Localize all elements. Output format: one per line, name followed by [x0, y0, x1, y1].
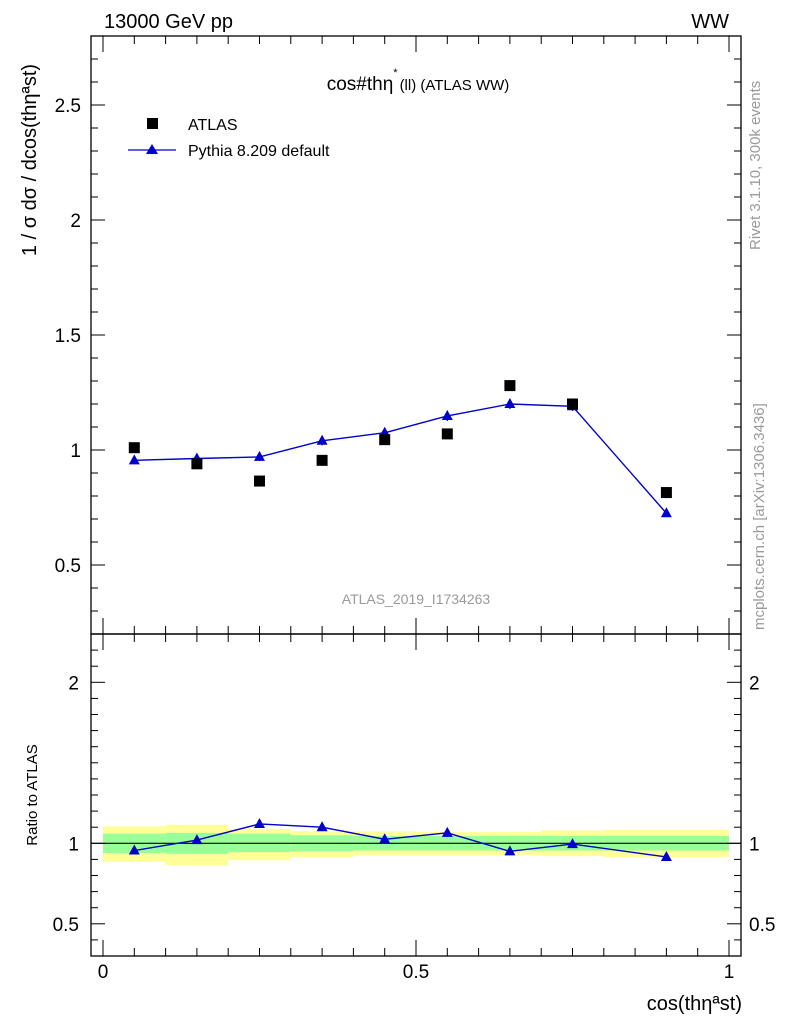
ratio-frame	[90, 633, 742, 957]
atlas-point	[128, 442, 140, 454]
main-panel: cos#thη*(ll) (ATLAS WW) 1 / σ dσ / dcos(…	[19, 35, 742, 635]
atlas-point	[660, 487, 672, 499]
ratio-pythia-point	[660, 850, 672, 861]
main-title: cos#thη*(ll) (ATLAS WW)	[327, 67, 510, 95]
legend-label-pythia: Pythia 8.209 default	[188, 143, 330, 160]
title-main: cos#thη	[327, 74, 394, 95]
atlas-point	[254, 475, 265, 487]
atlas-point	[504, 380, 516, 392]
ratio-xtick-label: 0.5	[403, 962, 429, 983]
header-left: 13000 GeV pp	[104, 11, 233, 33]
rivet-label: Rivet 3.1.10, 300k events	[747, 81, 764, 250]
pythia-point	[316, 434, 328, 445]
legend: ATLAS Pythia 8.209 default	[128, 117, 330, 160]
x-axis-label: cos(thηªst)	[647, 993, 742, 1015]
ratio-pythia-point	[316, 821, 328, 832]
pythia-point	[660, 507, 672, 518]
main-ylabel: 1 / σ dσ / dcos(thηªst)	[19, 64, 41, 256]
pythia-point	[441, 409, 453, 420]
main-ytick-label: 0.5	[55, 556, 81, 577]
ratio-pythia-point	[254, 817, 265, 828]
ratio-pythia-point	[567, 838, 578, 849]
ratio-panel: Ratio to ATLAS cos(thηªst) 0 0.5 1 0.5 0.5 1 1…	[24, 633, 775, 1015]
header-right: WW	[691, 11, 729, 33]
ratio-ytick-label-right: 0.5	[749, 915, 775, 936]
pythia-line	[134, 403, 667, 514]
atlas-point	[316, 454, 328, 466]
ratio-ytick-label-left: 1	[68, 834, 79, 855]
atlas-point	[379, 434, 391, 446]
ratio-xtick-label: 0	[98, 962, 109, 983]
title-sub: (ll) (ATLAS WW)	[400, 77, 510, 94]
legend-label-atlas: ATLAS	[188, 117, 238, 134]
mcplots-label: mcplots.cern.ch [arXiv:1306.3436]	[751, 403, 768, 630]
ratio-pythia-point	[441, 826, 453, 837]
ratio-pythia-point	[504, 845, 516, 856]
pythia-point	[504, 398, 516, 408]
atlas-point	[191, 458, 203, 470]
main-ytick-label: 2.5	[55, 96, 81, 117]
main-ytick-label: 1.5	[55, 326, 81, 347]
atlas-point	[441, 428, 453, 440]
ratio-xtick-label: 1	[724, 962, 735, 983]
pythia-point	[254, 450, 265, 461]
ratio-pythia-point	[379, 833, 391, 844]
watermark: ATLAS_2019_I1734263	[342, 591, 491, 607]
main-ytick-label: 2	[70, 211, 81, 232]
legend-marker-pythia	[146, 144, 158, 154]
ratio-pythia-point	[128, 844, 140, 855]
legend-marker-atlas	[147, 118, 158, 129]
main-ytick-label: 1	[70, 441, 81, 462]
ratio-ytick-label-right: 1	[749, 834, 760, 855]
atlas-point	[567, 398, 578, 410]
ratio-pythia-point	[191, 834, 203, 845]
ratio-ytick-label-right: 2	[749, 673, 760, 694]
ratio-ytick-label-left: 0.5	[53, 915, 79, 936]
pythia-point	[128, 454, 140, 465]
title-sup: *	[393, 67, 398, 79]
ratio-ylabel: Ratio to ATLAS	[24, 744, 41, 845]
ratio-ytick-label-left: 2	[68, 673, 79, 694]
